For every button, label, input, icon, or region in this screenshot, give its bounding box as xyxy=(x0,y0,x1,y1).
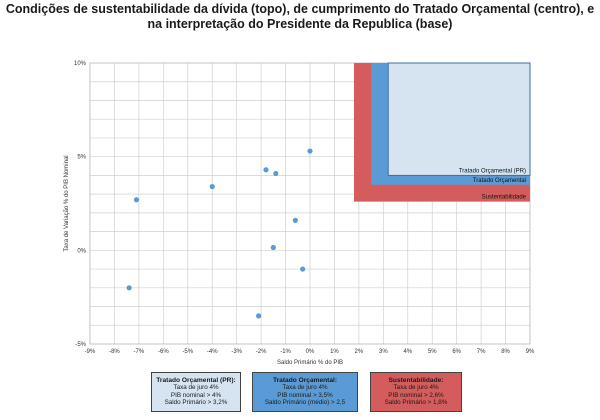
x-tick-label: -9% xyxy=(85,349,96,355)
data-point xyxy=(209,184,215,190)
data-point xyxy=(133,197,140,203)
data-point xyxy=(270,244,276,251)
x-tick-label: 9% xyxy=(526,349,535,355)
legend-box-line: Taxa de juro 4% xyxy=(282,384,328,392)
y-axis-label: Taxa de Variação % do PIB Nominal xyxy=(64,155,70,251)
x-tick-label: 1% xyxy=(330,349,339,355)
legend-box-line: PIB nominal > 4% xyxy=(170,391,222,399)
x-tick-label: -7% xyxy=(134,349,145,355)
title-line-1: Condições de sustentabilidade da dívida … xyxy=(5,2,595,16)
x-tick-label: -6% xyxy=(158,349,169,355)
title-line-2: na interpretação do Presidente da Republ… xyxy=(147,17,453,31)
chart-title: Condições de sustentabilidade da dívida … xyxy=(0,2,600,32)
x-tick-label: -4% xyxy=(207,349,218,355)
region-label: Sustentabilidade xyxy=(482,195,527,201)
x-tick-label: -3% xyxy=(231,349,242,355)
x-tick-label: -8% xyxy=(109,349,120,355)
y-tick-label: 10% xyxy=(74,61,87,67)
y-tick-label: 0% xyxy=(77,248,86,254)
region-label: Tratado Orçamental (PR) xyxy=(459,168,526,174)
y-tick-label: -5% xyxy=(75,342,86,348)
legend-box-line: Saldo Primário (médio) > 2,5 xyxy=(264,398,346,406)
x-tick-label: -2% xyxy=(256,349,267,355)
legend-box-line: PIB nominal > 3,5% xyxy=(277,391,333,399)
legend-box-tratado: Tratado Orçamental: Taxa de juro 4% PIB … xyxy=(252,372,358,412)
data-point xyxy=(273,170,279,177)
x-tick-label: 7% xyxy=(477,349,486,355)
y-tick-label: 5% xyxy=(77,155,86,161)
legend-box-line: Taxa de juro 4% xyxy=(393,384,439,392)
data-point xyxy=(263,167,269,173)
data-point xyxy=(307,148,313,154)
legend-box-title: Tratado Orçamental: xyxy=(272,377,338,384)
legend-box-line: PIB nominal > 2,6% xyxy=(388,391,444,399)
data-point xyxy=(126,285,132,291)
legend-box-line: Saldo Primário > 1,8% xyxy=(384,398,448,406)
data-point xyxy=(300,266,306,272)
x-tick-label: 2% xyxy=(355,349,364,355)
plot-area xyxy=(89,62,531,345)
region-tratado-or-amental-pr- xyxy=(387,62,531,176)
x-tick-label: 4% xyxy=(403,349,412,355)
legend-box-line: Taxa de juro 4% xyxy=(173,384,219,392)
legend-box-title: Sustentabilidade: xyxy=(388,377,444,384)
legend-box-sustentabilidade: Sustentabilidade: Taxa de juro 4% PIB no… xyxy=(370,372,462,412)
x-tick-label: -5% xyxy=(182,349,193,355)
legend-box-line: Saldo Primário > 3,2% xyxy=(164,398,228,406)
x-tick-label: 5% xyxy=(428,349,437,355)
x-tick-label: -1% xyxy=(280,349,291,355)
x-axis-label: Saldo Primário % do PIB xyxy=(277,360,343,366)
data-point xyxy=(292,217,298,223)
legend-box-title: Tratado Orçamental (PR): xyxy=(156,377,236,384)
region-label: Tratado Orçamental xyxy=(473,178,526,184)
data-point xyxy=(256,313,262,319)
x-tick-label: 6% xyxy=(452,349,461,355)
x-tick-label: 8% xyxy=(501,349,510,355)
x-tick-label: 0% xyxy=(306,349,315,355)
legend-box-tratado-pr: Tratado Orçamental (PR): Taxa de juro 4%… xyxy=(151,372,241,412)
x-tick-label: 3% xyxy=(379,349,388,355)
